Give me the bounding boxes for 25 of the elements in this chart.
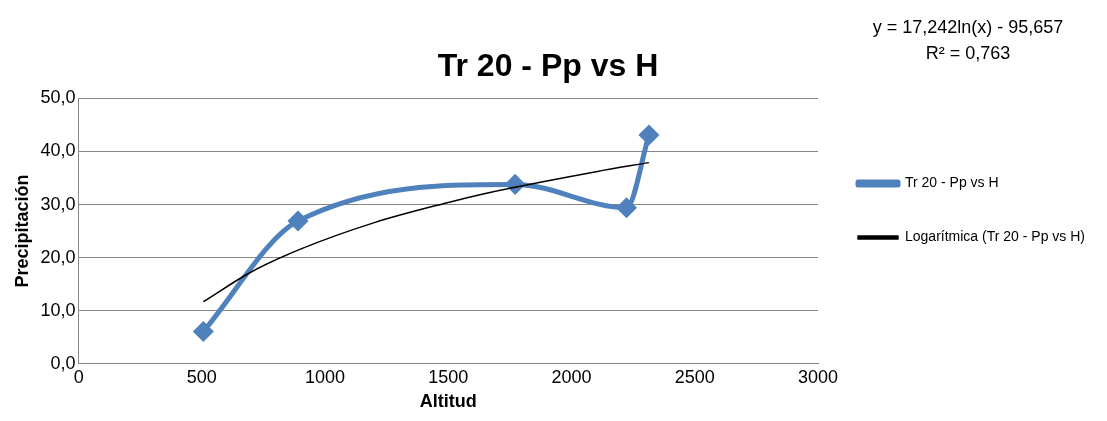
text: R² = 0,763: [925, 42, 1011, 63]
point: [639, 125, 659, 145]
y-tick-label: 0,0: [50, 352, 76, 373]
point: [288, 211, 308, 231]
x-tick-label: 1500: [428, 366, 469, 387]
y-tick-label: 50,0: [40, 87, 76, 108]
y-axis-title: Precipitación: [11, 174, 32, 288]
chart-title: Tr 20 - Pp vs H: [437, 47, 659, 84]
y-tick-label: 20,0: [40, 246, 76, 267]
y-tick-label: 40,0: [40, 140, 76, 161]
x-tick-label: 1000: [305, 366, 346, 387]
legend-label: Logarítmica (Tr 20 - Pp vs H): [905, 228, 1085, 245]
x-tick-label: 2000: [551, 366, 592, 387]
point: [193, 321, 213, 341]
line-series: [202, 161, 650, 303]
x-tick-label: 2500: [674, 366, 715, 387]
x-tick-label: 0: [73, 366, 84, 387]
point: [617, 198, 636, 218]
x-tick-label: 500: [186, 366, 217, 387]
text: y = 17,242ln(x) - 95,657: [872, 16, 1064, 37]
x-tick-label: 3000: [797, 366, 839, 387]
legend-label: Tr 20 - Pp vs H: [905, 174, 999, 191]
y-tick-label: 30,0: [40, 193, 76, 214]
y-tick-label: 10,0: [40, 299, 76, 320]
x-axis-title: Altitud: [419, 391, 477, 412]
